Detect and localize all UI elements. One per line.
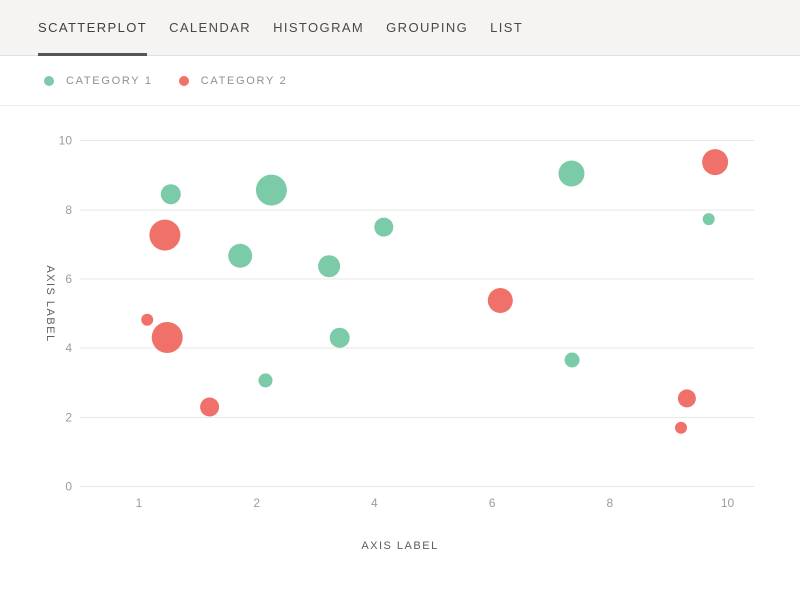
x-tick-label-8: 8 [606, 496, 613, 510]
y-tick-label-2: 2 [65, 410, 72, 424]
legend-dot-icon [178, 75, 189, 86]
x-axis-label: AXIS LABEL [361, 540, 438, 552]
tab-bar-nav: SCATTERPLOT CALENDAR HISTOGRAM GROUPING LIST [38, 0, 545, 56]
x-tick-label-2: 2 [253, 496, 260, 510]
legend-bar: CATEGORY 1 CATEGORY 2 [0, 56, 800, 106]
bubble-category-2[interactable] [677, 389, 696, 408]
bubble-category-2[interactable] [141, 313, 154, 326]
legend-item-category-2[interactable]: CATEGORY 2 [178, 74, 288, 87]
y-tick-label-8: 8 [65, 203, 72, 217]
y-tick-label-6: 6 [65, 272, 72, 286]
bubble-category-2[interactable] [151, 322, 183, 353]
bubble-category-2[interactable] [487, 288, 513, 313]
bubble-category-1[interactable] [702, 213, 715, 226]
x-tick-label-6: 6 [489, 496, 496, 510]
bubble-category-2[interactable] [675, 421, 687, 434]
tab-bar: SCATTERPLOT CALENDAR HISTOGRAM GROUPING LIST [0, 0, 800, 56]
x-tick-label-4: 4 [371, 496, 378, 510]
bubble-category-2[interactable] [149, 219, 181, 251]
bubble-category-1[interactable] [558, 160, 585, 187]
y-axis-label: AXIS LABEL [44, 265, 56, 342]
bubble-category-1[interactable] [160, 184, 181, 205]
y-tick-label-4: 4 [65, 341, 72, 355]
bubble-category-1[interactable] [228, 243, 253, 268]
bubble-category-1[interactable] [329, 327, 350, 348]
tab-calendar[interactable]: CALENDAR [169, 20, 252, 35]
legend-label: CATEGORY 1 [66, 74, 153, 87]
y-tick-label-0: 0 [65, 480, 72, 494]
tab-scatterplot[interactable]: SCATTERPLOT [38, 0, 148, 56]
legend: CATEGORY 1 CATEGORY 2 [44, 75, 313, 87]
bubble-category-1[interactable] [255, 174, 287, 206]
tab-list[interactable]: LIST [490, 20, 524, 35]
bubble-category-1[interactable] [564, 352, 580, 368]
tab-histogram[interactable]: HISTOGRAM [273, 20, 365, 35]
bubble-category-1[interactable] [318, 255, 341, 278]
x-tick-label-1: 1 [136, 496, 143, 510]
tab-grouping[interactable]: GROUPING [386, 20, 469, 35]
legend-dot-icon [44, 75, 54, 86]
y-tick-label-10: 10 [59, 134, 73, 148]
bubble-category-1[interactable] [374, 217, 394, 237]
legend-label: CATEGORY 2 [200, 74, 288, 87]
scatter-chart: 0 2 4 6 8 10 1 2 4 6 8 10 AXIS LABEL AXIS LABEL [0, 106, 800, 598]
bubble-category-1[interactable] [258, 373, 273, 388]
bubble-category-2[interactable] [702, 149, 729, 176]
legend-item-category-1[interactable]: CATEGORY 1 [44, 75, 153, 87]
bubble-category-2[interactable] [200, 397, 220, 417]
x-tick-label-10: 10 [721, 496, 735, 510]
